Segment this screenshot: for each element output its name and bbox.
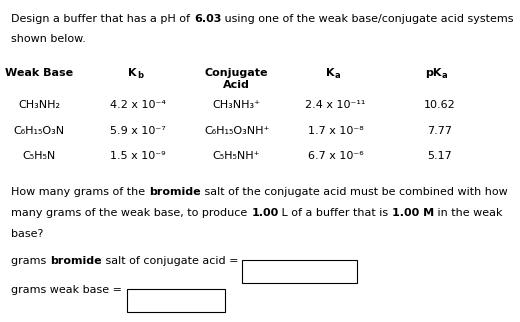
Text: many grams of the weak base, to produce: many grams of the weak base, to produce bbox=[11, 208, 251, 218]
Text: C₅H₅N: C₅H₅N bbox=[22, 151, 56, 161]
Text: K: K bbox=[128, 68, 137, 78]
Text: bromide: bromide bbox=[50, 256, 102, 266]
Text: CH₃NH₃⁺: CH₃NH₃⁺ bbox=[213, 100, 261, 110]
Text: b: b bbox=[137, 71, 143, 80]
Text: C₆H₁₅O₃NH⁺: C₆H₁₅O₃NH⁺ bbox=[204, 126, 269, 136]
Text: salt of conjugate acid =: salt of conjugate acid = bbox=[102, 256, 238, 266]
Text: C₅H₅NH⁺: C₅H₅NH⁺ bbox=[213, 151, 261, 161]
Text: K: K bbox=[326, 68, 334, 78]
Text: pK: pK bbox=[425, 68, 441, 78]
Text: bromide: bromide bbox=[149, 187, 201, 197]
Text: 10.62: 10.62 bbox=[423, 100, 456, 110]
Text: 5.17: 5.17 bbox=[427, 151, 452, 161]
Text: CH₃NH₂: CH₃NH₂ bbox=[18, 100, 60, 110]
Text: a: a bbox=[441, 71, 447, 80]
Text: How many grams of the: How many grams of the bbox=[11, 187, 149, 197]
Text: a: a bbox=[334, 71, 340, 80]
Text: 4.2 x 10⁻⁴: 4.2 x 10⁻⁴ bbox=[110, 100, 166, 110]
Text: 1.7 x 10⁻⁸: 1.7 x 10⁻⁸ bbox=[308, 126, 363, 136]
Text: 1.00 M: 1.00 M bbox=[392, 208, 434, 218]
Text: salt of the conjugate acid must be combined with how: salt of the conjugate acid must be combi… bbox=[201, 187, 508, 197]
Text: grams weak base =: grams weak base = bbox=[11, 285, 122, 295]
Text: 6.7 x 10⁻⁶: 6.7 x 10⁻⁶ bbox=[308, 151, 363, 161]
Text: base?: base? bbox=[11, 229, 44, 239]
Text: Design a buffer that has a pH of: Design a buffer that has a pH of bbox=[11, 14, 194, 24]
Bar bbox=[126, 289, 225, 312]
Text: 6.03: 6.03 bbox=[194, 14, 222, 24]
Text: C₆H₁₅O₃N: C₆H₁₅O₃N bbox=[14, 126, 64, 136]
Text: shown below.: shown below. bbox=[11, 34, 86, 44]
Text: using one of the weak base/conjugate acid systems: using one of the weak base/conjugate aci… bbox=[222, 14, 514, 24]
Text: 7.77: 7.77 bbox=[427, 126, 452, 136]
Text: Weak Base: Weak Base bbox=[5, 68, 73, 78]
Text: 5.9 x 10⁻⁷: 5.9 x 10⁻⁷ bbox=[110, 126, 166, 136]
Text: 1.00: 1.00 bbox=[251, 208, 278, 218]
Bar bbox=[242, 260, 357, 283]
Text: grams: grams bbox=[11, 256, 50, 266]
Text: in the weak: in the weak bbox=[434, 208, 503, 218]
Text: Conjugate
Acid: Conjugate Acid bbox=[205, 68, 268, 90]
Text: 2.4 x 10⁻¹¹: 2.4 x 10⁻¹¹ bbox=[305, 100, 366, 110]
Text: L of a buffer that is: L of a buffer that is bbox=[278, 208, 392, 218]
Text: 1.5 x 10⁻⁹: 1.5 x 10⁻⁹ bbox=[110, 151, 165, 161]
